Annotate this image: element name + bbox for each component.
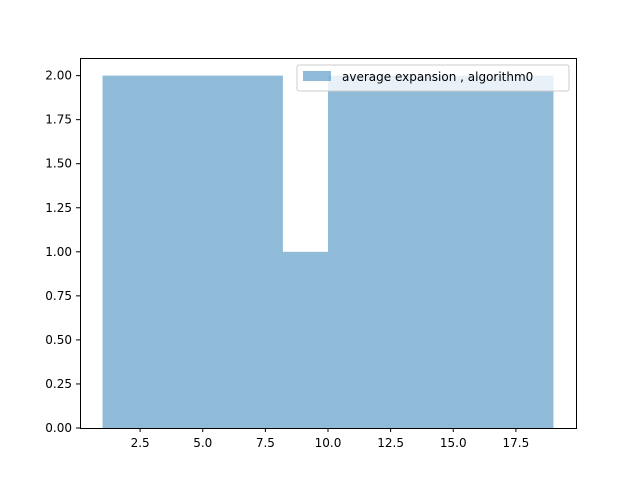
x-tick-label: 10.0 <box>315 436 342 450</box>
histogram-bar <box>328 75 554 428</box>
legend-box <box>296 64 570 92</box>
legend-label: average expansion , algorithm0 <box>342 70 533 84</box>
y-tick-label: 1.75 <box>45 113 72 127</box>
x-tick-label: 12.5 <box>377 436 404 450</box>
y-tick-label: 0.75 <box>45 289 72 303</box>
y-tick-label: 0.50 <box>45 333 72 347</box>
y-tick-label: 0.00 <box>45 421 72 435</box>
legend-swatch <box>303 71 331 81</box>
y-tick-label: 1.25 <box>45 201 72 215</box>
y-tick-label: 1.00 <box>45 245 72 259</box>
histogram-bars <box>102 75 554 428</box>
x-tick-label: 5.0 <box>193 436 212 450</box>
x-tick-label: 17.5 <box>503 436 530 450</box>
y-tick-label: 2.00 <box>45 69 72 83</box>
y-tick-label: 0.25 <box>45 377 72 391</box>
x-tick-label: 7.5 <box>256 436 275 450</box>
x-axis-ticks: 2.5 5.0 7.5 10.0 12.5 15.0 17.5 <box>131 428 530 450</box>
histogram-bar <box>282 251 328 428</box>
y-tick-label: 1.50 <box>45 157 72 171</box>
legend: average expansion , algorithm0 <box>296 64 570 92</box>
histogram-bar <box>102 75 283 428</box>
y-axis-ticks: 0.00 0.25 0.50 0.75 1.00 1.25 1.50 1.75 2.00 <box>45 69 80 435</box>
x-tick-label: 2.5 <box>131 436 150 450</box>
x-tick-label: 15.0 <box>440 436 467 450</box>
